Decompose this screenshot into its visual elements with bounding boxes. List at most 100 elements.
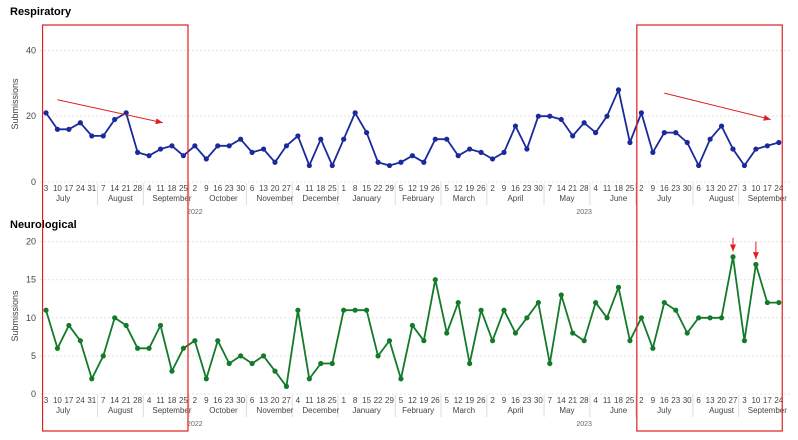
respiratory-x-tick-label: 10	[751, 184, 760, 193]
neurological-x-tick-label: 8	[353, 396, 358, 405]
neurological-x-tick-label: 1	[341, 396, 346, 405]
neurological-x-tick-label: 3	[742, 396, 747, 405]
neurological-x-tick-label: 2	[639, 396, 644, 405]
neurological-x-tick-label: 7	[101, 396, 106, 405]
neurological-x-tick-label: 20	[717, 396, 726, 405]
respiratory-x-tick-label: 11	[156, 184, 165, 193]
neurological-data-point	[260, 353, 267, 359]
neurological-data-point	[764, 299, 770, 306]
neurological-month-label: November	[257, 406, 294, 415]
neurological-data-point	[673, 307, 679, 313]
respiratory-data-point	[375, 159, 381, 165]
neurological-data-point	[169, 368, 175, 374]
respiratory-data-point	[730, 146, 736, 152]
respiratory-month-label: April	[507, 194, 523, 203]
respiratory-data-point	[467, 146, 473, 152]
neurological-x-tick-label: 18	[614, 396, 623, 405]
neurological-x-tick-label: 15	[362, 396, 371, 405]
respiratory-data-point	[776, 139, 782, 146]
respiratory-data-point	[238, 136, 244, 142]
respiratory-x-tick-label: 8	[353, 184, 358, 193]
respiratory-x-tick-label: 25	[328, 184, 337, 193]
respiratory-x-tick-label: 19	[419, 184, 428, 193]
neurological-x-tick-label: 28	[580, 396, 589, 405]
respiratory-data-point	[295, 133, 301, 139]
neurological-data-point	[226, 360, 232, 367]
neurological-x-tick-label: 22	[374, 396, 383, 405]
neurological-data-point	[718, 315, 725, 321]
respiratory-data-point	[501, 149, 507, 155]
neurological-x-tick-label: 9	[204, 396, 209, 405]
respiratory-x-tick-label: 28	[133, 184, 142, 193]
neurological-x-tick-label: 30	[683, 396, 692, 405]
respiratory-data-point	[100, 133, 106, 139]
neurological-x-tick-label: 10	[53, 396, 62, 405]
series-layer	[43, 87, 782, 389]
neurological-month-label: December	[302, 406, 339, 415]
respiratory-x-tick-label: 26	[477, 184, 486, 193]
respiratory-x-tick-label: 25	[179, 184, 188, 193]
respiratory-data-point	[249, 149, 255, 155]
neurological-data-point	[455, 299, 461, 306]
neurological-month-label: September	[152, 406, 191, 415]
neurological-x-tick-label: 16	[511, 396, 520, 405]
respiratory-x-tick-label: 10	[53, 184, 62, 193]
respiratory-data-point	[512, 123, 519, 129]
respiratory-x-tick-label: 13	[706, 184, 715, 193]
respiratory-x-tick-label: 27	[282, 184, 291, 193]
neurological-data-point	[444, 330, 450, 336]
neurological-x-tick-label: 4	[593, 396, 598, 405]
respiratory-x-tick-label: 3	[44, 184, 49, 193]
respiratory-month-label: August	[108, 194, 134, 203]
respiratory-data-point	[593, 130, 599, 136]
neurological-data-point	[112, 315, 118, 321]
respiratory-month-label: November	[257, 194, 294, 203]
neurological-x-tick-label: 28	[133, 396, 142, 405]
respiratory-month-label: June	[610, 194, 628, 203]
respiratory-month-label: September	[748, 194, 787, 203]
respiratory-y-axis-label: Submissions	[10, 78, 20, 130]
respiratory-data-point	[77, 120, 83, 126]
neurological-data-point	[386, 338, 393, 344]
respiratory-data-point	[135, 149, 141, 155]
respiratory-x-tick-label: 4	[147, 184, 152, 193]
respiratory-x-tick-label: 29	[385, 184, 394, 193]
respiratory-month-label: September	[152, 194, 191, 203]
respiratory-data-point	[684, 139, 690, 146]
respiratory-x-tick-label: 13	[259, 184, 268, 193]
neurological-x-tick-label: 23	[225, 396, 234, 405]
respiratory-data-point	[535, 113, 541, 119]
respiratory-data-point	[570, 133, 576, 139]
neurological-month-label: July	[657, 406, 671, 415]
respiratory-x-tick-label: 1	[341, 184, 346, 193]
neurological-month-label: June	[610, 406, 628, 415]
neurological-month-label: April	[507, 406, 523, 415]
respiratory-x-tick-label: 12	[408, 184, 417, 193]
down-arrow-head	[752, 252, 759, 260]
respiratory-x-tick-label: 9	[502, 184, 507, 193]
neurological-y-tick-label: 0	[31, 389, 36, 399]
respiratory-title: Respiratory	[10, 6, 72, 18]
neurological-data-point	[535, 299, 541, 306]
respiratory-x-tick-label: 12	[454, 184, 463, 193]
neurological-x-tick-label: 2	[490, 396, 495, 405]
respiratory-x-tick-label: 30	[683, 184, 692, 193]
neurological-x-tick-label: 5	[399, 396, 404, 405]
respiratory-data-point	[260, 146, 267, 152]
neurological-month-label: May	[559, 406, 574, 415]
neurological-data-point	[421, 338, 427, 344]
highlight-box	[41, 24, 189, 432]
respiratory-x-tick-label: 24	[774, 184, 783, 193]
respiratory-x-tick-label: 5	[399, 184, 404, 193]
neurological-x-tick-label: 11	[603, 396, 612, 405]
respiratory-x-tick-label: 15	[362, 184, 371, 193]
respiratory-x-tick-label: 17	[763, 184, 772, 193]
neurological-data-point	[730, 254, 736, 260]
respiratory-data-point	[329, 162, 335, 169]
neurological-month-label: March	[453, 406, 475, 415]
respiratory-data-point	[489, 156, 496, 162]
respiratory-year-label: 2023	[576, 209, 592, 216]
respiratory-month-label: January	[352, 194, 380, 203]
neurological-data-point	[192, 338, 198, 344]
